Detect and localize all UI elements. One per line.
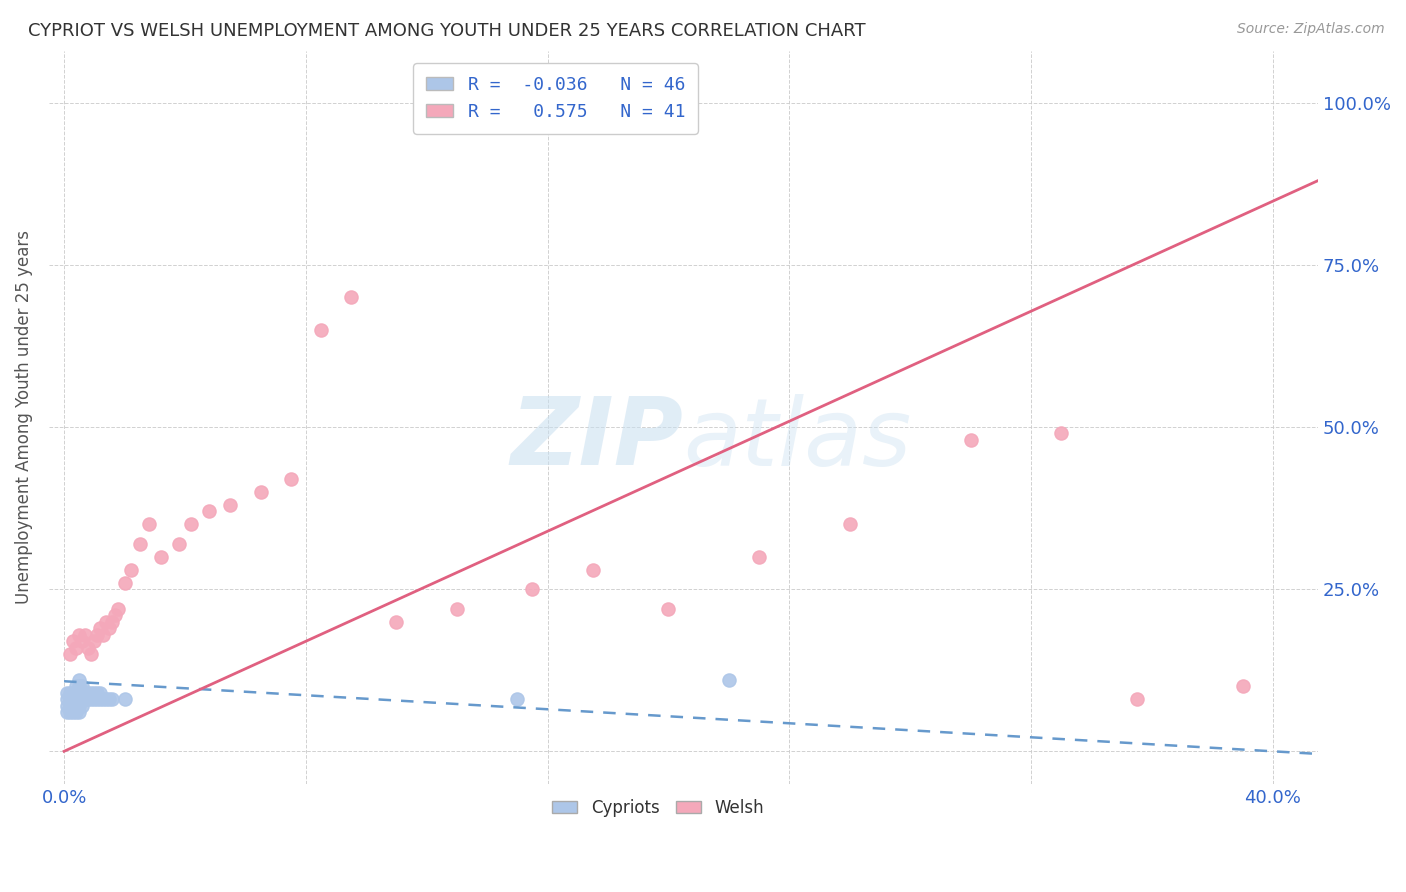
Point xyxy=(93,692,115,706)
Point xyxy=(114,575,136,590)
Point xyxy=(657,601,679,615)
Point xyxy=(138,517,160,532)
Point xyxy=(77,640,100,655)
Point xyxy=(65,640,87,655)
Point xyxy=(65,692,87,706)
Point xyxy=(62,692,84,706)
Point xyxy=(77,692,100,706)
Point xyxy=(89,621,111,635)
Point xyxy=(96,692,118,706)
Point xyxy=(67,627,90,641)
Point xyxy=(340,290,363,304)
Text: Source: ZipAtlas.com: Source: ZipAtlas.com xyxy=(1237,22,1385,37)
Point xyxy=(75,686,97,700)
Point xyxy=(280,472,302,486)
Point xyxy=(59,692,82,706)
Point xyxy=(86,627,108,641)
Point xyxy=(1050,426,1073,441)
Point xyxy=(120,563,142,577)
Point xyxy=(56,686,79,700)
Text: ZIP: ZIP xyxy=(510,393,683,485)
Point xyxy=(59,706,82,720)
Point xyxy=(89,686,111,700)
Point xyxy=(167,537,190,551)
Point xyxy=(56,692,79,706)
Point xyxy=(70,698,93,713)
Point xyxy=(582,563,605,577)
Point xyxy=(180,517,202,532)
Point xyxy=(56,706,79,720)
Point xyxy=(65,680,87,694)
Point xyxy=(522,582,544,596)
Point xyxy=(86,692,108,706)
Point xyxy=(98,621,121,635)
Point xyxy=(128,537,150,551)
Point xyxy=(67,673,90,687)
Point xyxy=(83,692,105,706)
Point xyxy=(75,692,97,706)
Point xyxy=(67,692,90,706)
Point xyxy=(249,484,271,499)
Point xyxy=(838,517,860,532)
Point xyxy=(104,608,127,623)
Point xyxy=(70,686,93,700)
Point xyxy=(59,647,82,661)
Point xyxy=(959,433,981,447)
Point xyxy=(70,692,93,706)
Point xyxy=(219,498,242,512)
Point xyxy=(198,504,221,518)
Point xyxy=(65,706,87,720)
Point xyxy=(80,686,103,700)
Point xyxy=(101,692,124,706)
Point xyxy=(83,634,105,648)
Point xyxy=(77,686,100,700)
Point xyxy=(93,627,115,641)
Text: CYPRIOT VS WELSH UNEMPLOYMENT AMONG YOUTH UNDER 25 YEARS CORRELATION CHART: CYPRIOT VS WELSH UNEMPLOYMENT AMONG YOUT… xyxy=(28,22,866,40)
Point xyxy=(86,686,108,700)
Point xyxy=(83,686,105,700)
Point xyxy=(67,706,90,720)
Point xyxy=(101,615,124,629)
Point xyxy=(96,615,118,629)
Point xyxy=(385,615,408,629)
Point xyxy=(59,698,82,713)
Point xyxy=(80,692,103,706)
Point xyxy=(62,634,84,648)
Point xyxy=(98,692,121,706)
Point xyxy=(65,698,87,713)
Text: atlas: atlas xyxy=(683,393,912,484)
Point xyxy=(59,686,82,700)
Point xyxy=(67,698,90,713)
Point xyxy=(62,686,84,700)
Legend: Cypriots, Welsh: Cypriots, Welsh xyxy=(543,789,775,827)
Point xyxy=(89,692,111,706)
Point xyxy=(1126,692,1149,706)
Point xyxy=(114,692,136,706)
Point xyxy=(67,680,90,694)
Point xyxy=(56,698,79,713)
Point xyxy=(62,706,84,720)
Point xyxy=(717,673,740,687)
Point xyxy=(75,627,97,641)
Point xyxy=(506,692,529,706)
Point xyxy=(70,634,93,648)
Point xyxy=(65,686,87,700)
Y-axis label: Unemployment Among Youth under 25 years: Unemployment Among Youth under 25 years xyxy=(15,230,32,604)
Point xyxy=(446,601,468,615)
Point xyxy=(1232,680,1254,694)
Point xyxy=(748,549,770,564)
Point xyxy=(62,698,84,713)
Point xyxy=(309,323,332,337)
Point xyxy=(149,549,172,564)
Point xyxy=(80,647,103,661)
Point xyxy=(107,601,129,615)
Point xyxy=(70,680,93,694)
Point xyxy=(67,686,90,700)
